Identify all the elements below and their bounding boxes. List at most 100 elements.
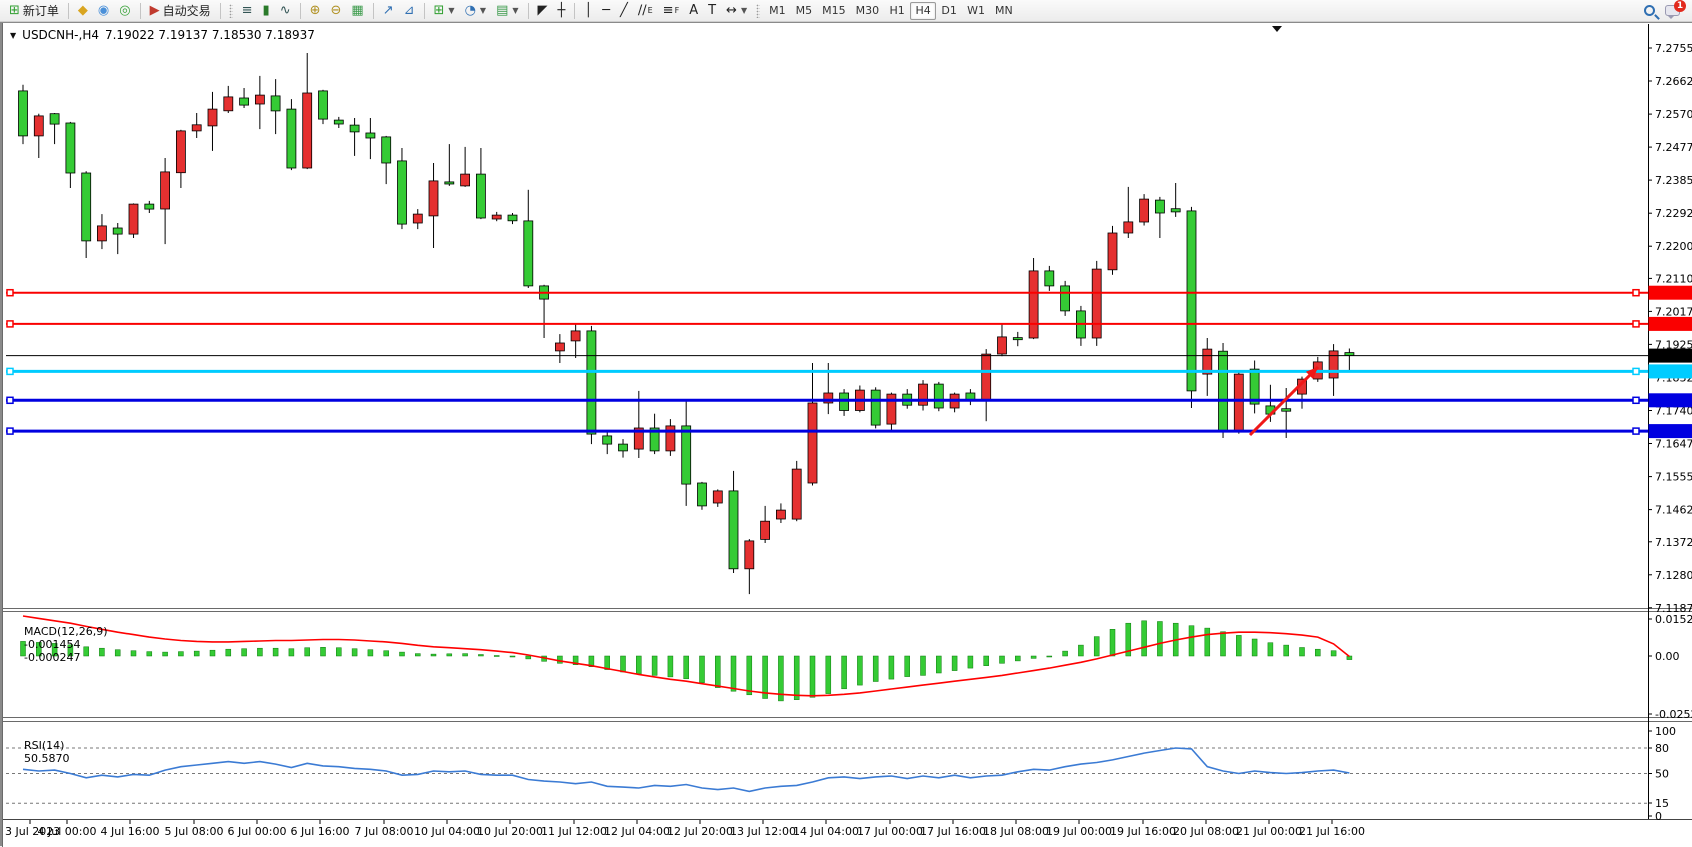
macd-histogram-bar bbox=[1252, 639, 1257, 656]
timeframe-button-m15[interactable]: M15 bbox=[817, 2, 851, 20]
macd-histogram-bar bbox=[273, 648, 278, 656]
macd-histogram-bar bbox=[1205, 628, 1210, 656]
dropdown-caret-icon[interactable]: ▼ bbox=[741, 6, 747, 15]
support-line-cyan-anchor[interactable] bbox=[7, 368, 13, 374]
support-line-blue-1-anchor[interactable] bbox=[1633, 397, 1639, 403]
macd-histogram-bar bbox=[194, 651, 199, 656]
price-tick-label: 7.12800 bbox=[1655, 569, 1692, 582]
macd-histogram-bar bbox=[242, 649, 247, 656]
horizontal-line-tool-button[interactable]: ─ bbox=[597, 1, 615, 21]
charts-panel-icon[interactable]: ◆ bbox=[73, 1, 93, 21]
resistance-line-1-anchor[interactable] bbox=[1633, 290, 1639, 296]
candle-body-up bbox=[571, 331, 580, 341]
candle-body-up bbox=[919, 384, 928, 405]
indicators-button[interactable]: ↗ bbox=[378, 1, 399, 21]
candle-body-down bbox=[287, 109, 296, 168]
support-line-blue-1-anchor[interactable] bbox=[7, 397, 13, 403]
time-axis-label: 17 Jul 00:00 bbox=[857, 825, 923, 838]
resistance-line-2-anchor[interactable] bbox=[7, 321, 13, 327]
vertical-line-tool-button[interactable]: │ bbox=[579, 1, 597, 21]
timeframe-button-w1[interactable]: W1 bbox=[962, 2, 990, 20]
arrows-tool-button[interactable]: ↔▼ bbox=[721, 1, 752, 21]
cursor-tool-button[interactable]: ◤ bbox=[533, 1, 553, 21]
macd-histogram-bar bbox=[810, 656, 815, 697]
support-line-cyan-anchor[interactable] bbox=[1633, 368, 1639, 374]
macd-histogram-bar bbox=[826, 656, 831, 694]
chart-window[interactable]: 7.275507.266257.257007.247757.238507.229… bbox=[0, 22, 1692, 846]
toolbar-drag-handle bbox=[229, 4, 233, 18]
macd-histogram-bar bbox=[1000, 656, 1005, 663]
timeframe-button-h1[interactable]: H1 bbox=[884, 2, 910, 20]
macd-histogram-bar bbox=[1157, 622, 1162, 657]
support-line-blue-2-anchor[interactable] bbox=[7, 428, 13, 434]
candle-body-up bbox=[461, 174, 470, 186]
add-indicator-button[interactable]: ⊞▼ bbox=[429, 1, 460, 21]
indicator-windows-button[interactable]: ⊿ bbox=[399, 1, 420, 21]
macd-histogram-bar bbox=[494, 656, 499, 657]
macd-histogram-bar bbox=[984, 656, 989, 666]
crosshair-tool-button[interactable]: ┼ bbox=[553, 1, 571, 21]
notifications-icon[interactable]: 1 bbox=[1665, 5, 1680, 16]
candlestick-chart-button[interactable]: ▮ bbox=[258, 1, 275, 21]
support-line-blue-2-anchor[interactable] bbox=[1633, 428, 1639, 434]
chart-canvas[interactable]: 7.275507.266257.257007.247757.238507.229… bbox=[2, 23, 1692, 847]
candle-body-down bbox=[1045, 271, 1054, 286]
zoom-out-button[interactable]: ⊖ bbox=[326, 1, 347, 21]
candle-body-down bbox=[524, 221, 533, 286]
macd-histogram-bar bbox=[463, 654, 468, 656]
bars-chart-button[interactable]: ≡ bbox=[237, 1, 258, 21]
tool-subscript: F bbox=[675, 6, 680, 15]
crosshair-tool-icon: ┼ bbox=[558, 4, 566, 17]
fibonacci-tool-button[interactable]: ≡F bbox=[658, 1, 685, 21]
templates-button[interactable]: ▤▼ bbox=[491, 1, 523, 21]
timeframe-button-m5[interactable]: M5 bbox=[791, 2, 818, 20]
timeframe-button-h4[interactable]: H4 bbox=[910, 2, 936, 20]
signals-icon-icon: ◎ bbox=[119, 4, 130, 17]
zoom-in-button[interactable]: ⊕ bbox=[305, 1, 326, 21]
autotrading-button[interactable]: ▶自动交易 bbox=[145, 1, 216, 21]
candle-body-down bbox=[271, 96, 280, 111]
chevron-down-icon[interactable]: ▼ bbox=[10, 31, 16, 40]
macd-histogram-bar bbox=[400, 652, 405, 656]
timeframe-button-m30[interactable]: M30 bbox=[851, 2, 885, 20]
dropdown-caret-icon[interactable]: ▼ bbox=[480, 6, 486, 15]
chart-background[interactable] bbox=[2, 23, 1692, 847]
resistance-line-2-anchor[interactable] bbox=[1633, 321, 1639, 327]
autotrading-icon: ▶ bbox=[150, 4, 160, 17]
macd-histogram-bar bbox=[289, 649, 294, 656]
rsi-axis-label: 0 bbox=[1655, 810, 1662, 823]
dropdown-caret-icon[interactable]: ▼ bbox=[448, 6, 454, 15]
time-axis-label: 6 Jul 00:00 bbox=[228, 825, 287, 838]
macd-histogram-bar bbox=[1094, 637, 1099, 656]
line-chart-button[interactable]: ∿ bbox=[275, 1, 296, 21]
channel-tool-button[interactable]: ∕∕E bbox=[633, 1, 658, 21]
dropdown-caret-icon[interactable]: ▼ bbox=[512, 6, 518, 15]
tile-windows-button[interactable]: ▦ bbox=[346, 1, 368, 21]
candle-body-down bbox=[19, 91, 28, 136]
label-tool-button[interactable]: T bbox=[703, 1, 721, 21]
trendline-tool-button[interactable]: ╱ bbox=[615, 1, 633, 21]
macd-histogram-bar bbox=[794, 656, 799, 700]
community-icon[interactable]: ◉ bbox=[93, 1, 114, 21]
text-tool-button[interactable]: A bbox=[684, 1, 703, 21]
timeframe-button-m1[interactable]: M1 bbox=[764, 2, 791, 20]
signals-icon[interactable]: ◎ bbox=[114, 1, 135, 21]
candle-body-up bbox=[492, 215, 501, 219]
support-line-blue-1-price-tag bbox=[1649, 393, 1692, 407]
candle-body-down bbox=[476, 174, 485, 218]
timeframe-button-mn[interactable]: MN bbox=[990, 2, 1018, 20]
chart-title: ▼ USDCNH-,H4 7.19022 7.19137 7.18530 7.1… bbox=[10, 28, 315, 42]
vertical-line-tool-icon: │ bbox=[584, 4, 592, 17]
new-order-button[interactable]: ⊞新订单 bbox=[4, 1, 64, 21]
search-icon[interactable] bbox=[1644, 5, 1655, 16]
timeframe-button-d1[interactable]: D1 bbox=[936, 2, 962, 20]
price-tick-label: 7.23850 bbox=[1655, 174, 1692, 187]
resistance-line-1-anchor[interactable] bbox=[7, 290, 13, 296]
periods-button[interactable]: ◔▼ bbox=[460, 1, 492, 21]
label-tool-icon: T bbox=[708, 4, 716, 17]
candle-body-down bbox=[113, 228, 122, 234]
rsi-indicator-label: RSI(14) 50.5870 bbox=[10, 726, 70, 778]
candle-body-up bbox=[176, 131, 185, 173]
macd-histogram-bar bbox=[889, 656, 894, 679]
macd-histogram-bar bbox=[668, 656, 673, 677]
